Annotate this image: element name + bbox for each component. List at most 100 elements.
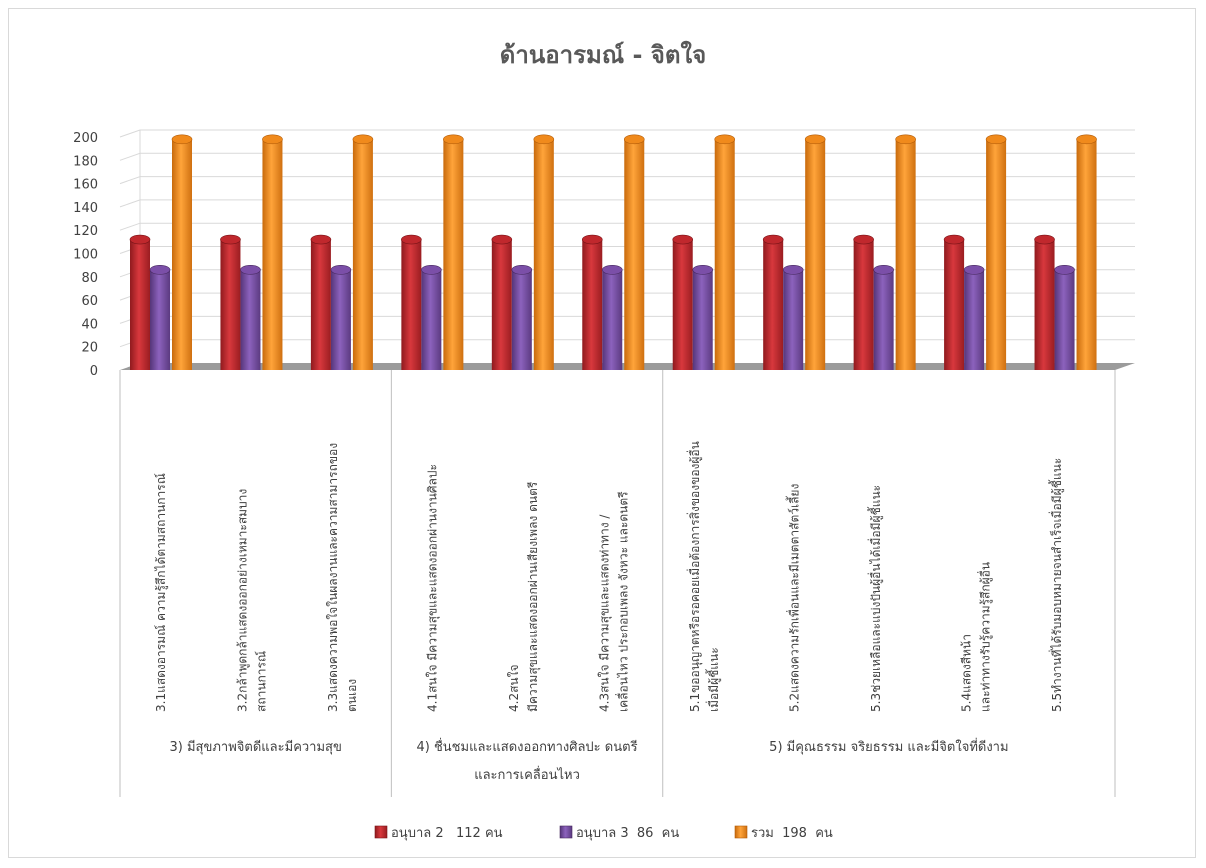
bar-body [895,139,916,370]
bar [804,134,826,370]
bar-body [220,239,241,370]
bar-top [581,234,603,245]
bar [853,234,874,370]
y-tick-label: 40 [81,317,98,332]
bar-body [853,239,874,370]
bar-body [624,139,645,370]
bar-top [129,234,151,245]
bar [1054,265,1075,370]
bar-body [986,139,1007,370]
bar [714,134,736,370]
bar-body [310,239,331,370]
bar-body [150,269,170,370]
bar [895,134,916,370]
bar-body [1034,239,1055,370]
bar-top [714,134,736,145]
bar [491,234,513,370]
bar-top [782,265,804,275]
bar-body [262,139,283,370]
bar-top [853,234,874,245]
y-tick-label: 60 [81,294,98,309]
bar [443,134,464,370]
bar [220,234,241,370]
bar-body [783,269,804,370]
legend-label: รวม 198 คน [751,826,833,841]
bar-body [330,269,351,370]
bar-top [895,134,916,145]
bar-body [805,139,826,370]
bar-top [804,134,826,145]
bar [401,234,422,370]
bar [762,234,784,370]
bar-top [943,234,965,245]
bar-body [352,139,373,370]
bar-body [511,269,532,370]
category-label: 3.1แสดงอารมณ์ ความรู้สึกได้ตามสถานการณ์ [154,473,169,712]
legend-item: อนุบาล 3 86 คน [559,825,679,841]
category-label: 5.4แสดงสีหน้า และท่าทางรับรู้ความรู้สึกผู… [959,562,993,712]
bar [129,234,151,370]
bar-top [1054,265,1075,275]
bar-top [491,234,513,245]
legend-swatch [734,825,748,839]
y-tick-label: 100 [73,248,98,263]
legend-item: รวม 198 คน [734,825,833,841]
y-tick-label: 160 [73,178,98,193]
bar-top [443,134,464,145]
y-tick-label: 80 [81,271,98,286]
bar-top [623,134,645,145]
bar-body [491,239,512,370]
chart-title: ด้านอารมณ์ - จิตใจ [500,40,706,69]
bar [601,265,623,370]
bar [873,265,894,370]
category-label: 5.5ทำงานที่ได้รับมอบหมายจนสำเร็จเมื่อมีผ… [1048,458,1065,712]
category-label: 3.3แสดงความพอใจในผลงานและความสามารถของ ตน… [326,443,359,712]
bar-body [1054,269,1075,370]
bar-top [511,265,533,275]
bar-top [262,134,283,145]
category-label: 4.3สนใจ มีความสุขและแสดงท่าทาง / เคลื่อนไ… [598,491,631,712]
group-label: 5) มีคุณธรรม จริยธรรม และมีจิตใจที่ดีงาม [769,738,1008,755]
y-tick-label: 20 [81,341,98,356]
legend-label: อนุบาล 2 112 คน [391,826,503,841]
bar [421,265,442,370]
bar [511,265,533,370]
bar [943,234,965,370]
bar [782,265,804,370]
bar-top [533,134,555,145]
y-tick-label: 200 [73,131,98,146]
bar-body [533,139,554,370]
bar-top [240,265,261,275]
bar-body [714,139,735,370]
bar-top [601,265,623,275]
bar-top [330,265,352,275]
bar-body [602,269,623,370]
y-tick-label: 0 [90,364,98,379]
bar [533,134,555,370]
group-label: 3) มีสุขภาพจิตดีและมีความสุข [169,739,341,755]
bar-top [963,265,985,275]
legend-item: อนุบาล 2 112 คน [374,825,503,841]
category-label: 4.2สนใจ มีความสุขและแสดงออกผ่านเสียงเพลง … [507,481,541,712]
bar-top [171,134,193,145]
category-label: 5.3ช่วยเหลือและแบ่งปันผู้อื่นได้เมื่อมีผ… [867,485,884,712]
category-label: 4.1สนใจ มีความสุขและแสดงออกผ่านงานศิลปะ [426,464,441,712]
bar [672,234,694,370]
bar-body [672,239,693,370]
bar-top [762,234,784,245]
bar-body [944,239,965,370]
bar-top [310,234,332,245]
bar-top [985,134,1007,145]
bar-body [421,269,442,370]
category-label: 5.1ขออนุญาตหรือรอคอยเมื่อต้องการสิ่งของข… [686,441,722,712]
bar [262,134,283,370]
bar-top [352,134,374,145]
bar-body [130,239,150,370]
bar-body [172,139,192,370]
bar [581,234,603,370]
y-tick-label: 120 [73,224,98,239]
bar [963,265,985,370]
bar-body [443,139,464,370]
bar-body [763,239,784,370]
bar [1076,134,1097,370]
